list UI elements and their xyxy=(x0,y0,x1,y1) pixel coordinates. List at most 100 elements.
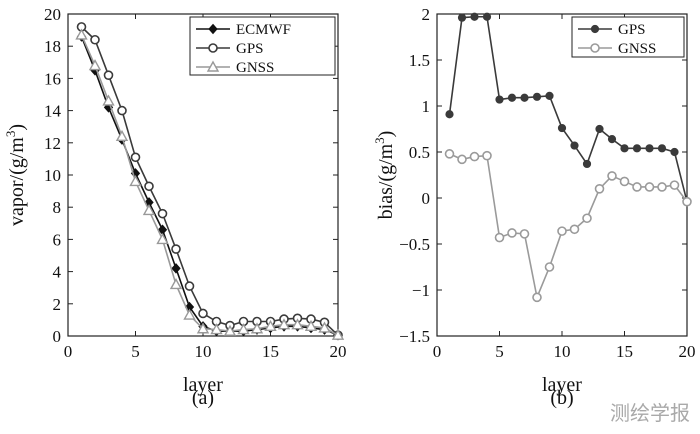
y-tick-label: 2 xyxy=(422,5,431,24)
x-tick-label: 0 xyxy=(433,342,442,361)
y-tick-label: 1 xyxy=(422,97,431,116)
data-point-gnss xyxy=(304,319,318,332)
data-point-gnss xyxy=(457,154,467,165)
y-tick-label: 12 xyxy=(44,134,61,153)
x-axis-label: layer xyxy=(542,374,582,396)
series-line-gnss xyxy=(80,34,339,336)
data-point-gnss xyxy=(482,150,492,161)
legend-marker-ecmwf xyxy=(208,23,218,35)
data-point-gnss xyxy=(142,203,156,216)
y-tick-label: 0 xyxy=(53,327,62,346)
data-point-gnss xyxy=(607,171,617,181)
data-point-gnss xyxy=(210,323,223,335)
y-tick-label: 10 xyxy=(44,166,61,185)
data-point-gnss xyxy=(237,323,250,335)
y-tick-label: 6 xyxy=(53,230,62,249)
x-tick-label: 20 xyxy=(679,342,696,361)
series-line-ecmwf xyxy=(80,36,339,336)
x-tick-label: 5 xyxy=(131,342,140,361)
legend-label-gps: GPS xyxy=(236,41,264,57)
data-point-gnss xyxy=(331,328,345,340)
x-tick-label: 10 xyxy=(195,342,212,361)
data-point-gnss xyxy=(196,322,210,334)
data-point-gnss xyxy=(569,224,580,235)
data-point-gnss xyxy=(532,292,542,303)
y-tick-label: 8 xyxy=(53,198,62,217)
data-point-gps xyxy=(545,91,554,100)
data-point-gps xyxy=(657,144,667,153)
data-point-gps xyxy=(171,244,181,254)
plot-frame xyxy=(436,13,688,337)
legend-label-ecmwf: ECMWF xyxy=(236,22,291,38)
y-axis-label: vapor/(g/m3) xyxy=(3,124,28,226)
data-point-gnss xyxy=(102,94,115,106)
x-tick-label: 5 xyxy=(495,342,504,361)
y-tick-label: −1 xyxy=(412,281,430,300)
data-point-gps xyxy=(607,135,617,144)
x-tick-label: 15 xyxy=(616,342,633,361)
data-point-gnss xyxy=(582,213,592,224)
watermark: 测绘学报 xyxy=(610,401,690,425)
x-tick-label: 10 xyxy=(554,342,571,361)
legend-marker-gps xyxy=(208,43,218,53)
data-point-gps xyxy=(90,34,100,45)
series-gps xyxy=(445,12,692,206)
legend-label-gnss: GNSS xyxy=(236,60,274,76)
legend-marker-gnss xyxy=(590,43,600,53)
data-point-gnss xyxy=(277,318,291,330)
data-point-gnss xyxy=(291,318,304,330)
data-point-gps xyxy=(582,159,592,169)
x-tick-label: 0 xyxy=(64,342,73,361)
data-point-gnss xyxy=(318,321,331,333)
panel-caption: (a) xyxy=(192,387,214,409)
data-point-gnss xyxy=(494,232,505,243)
data-point-gnss xyxy=(632,182,642,192)
data-point-gps xyxy=(144,181,154,192)
y-tick-label: 20 xyxy=(44,5,61,24)
data-point-gps xyxy=(507,93,517,102)
series-ecmwf xyxy=(76,31,343,341)
y-tick-label: 0.5 xyxy=(409,143,430,162)
data-point-gnss xyxy=(156,232,169,245)
data-point-gps xyxy=(632,144,642,153)
legend-box xyxy=(571,16,685,58)
data-point-gnss xyxy=(669,180,680,190)
data-point-gps xyxy=(157,208,168,219)
data-point-gps xyxy=(103,70,114,80)
data-point-gps xyxy=(130,152,141,163)
data-point-gnss xyxy=(507,228,517,238)
legend-label-gnss: GNSS xyxy=(618,41,656,57)
data-point-gps xyxy=(595,124,604,134)
data-point-gps xyxy=(645,144,654,153)
data-point-gps xyxy=(670,147,679,157)
y-tick-label: −1.5 xyxy=(399,327,430,346)
chart-panel-b: 0 5 10 15 20 −1.5 −1 −0.5 0 0.5 1 1.5 2 layer bias/(g/… xyxy=(372,5,696,409)
data-point-gps xyxy=(198,308,208,319)
data-point-gps xyxy=(620,144,629,153)
chart-panel-a: 0 5 10 15 20 0 2 4 6 8 10 12 14 16 18 20 layer vapor/(g/m… xyxy=(3,5,347,409)
legend: GPS GNSS xyxy=(571,16,685,58)
data-point-gps xyxy=(184,281,195,291)
data-point-gnss xyxy=(169,278,183,290)
data-point-gnss xyxy=(557,226,567,236)
x-axis-label: layer xyxy=(183,374,223,396)
legend-marker-gnss xyxy=(206,60,220,72)
data-point-gps xyxy=(117,105,127,116)
data-point-gnss xyxy=(250,322,264,334)
data-point-ecmwf xyxy=(171,263,181,274)
x-tick-label: 20 xyxy=(330,342,347,361)
data-point-gnss xyxy=(183,308,196,320)
data-point-gnss xyxy=(519,229,530,239)
data-point-gnss xyxy=(129,174,142,187)
data-point-gnss xyxy=(264,319,277,332)
y-axis-label: bias/(g/m3) xyxy=(372,131,397,220)
data-point-gnss xyxy=(644,182,655,192)
data-point-gnss xyxy=(594,184,605,194)
data-point-gnss xyxy=(544,262,555,272)
series-line-gnss xyxy=(449,153,688,301)
data-point-gps xyxy=(520,93,529,102)
y-tick-label: 1.5 xyxy=(409,51,430,70)
data-point-gps xyxy=(445,110,454,119)
y-tick-label: 18 xyxy=(44,37,61,56)
